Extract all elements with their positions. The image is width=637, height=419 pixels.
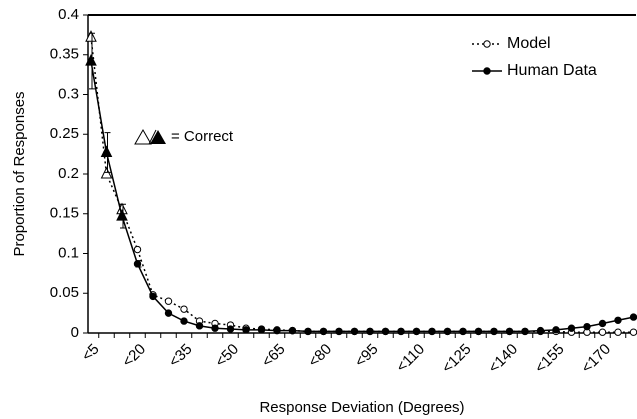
marker — [629, 313, 637, 321]
marker — [180, 305, 188, 313]
marker — [257, 326, 266, 334]
marker — [428, 327, 436, 336]
marker — [133, 245, 142, 254]
x-tick-label: <35 — [166, 341, 196, 371]
slash — [148, 129, 157, 145]
marker — [85, 30, 97, 42]
marker — [443, 327, 452, 336]
marker — [133, 260, 142, 268]
marker — [598, 319, 607, 328]
marker — [412, 327, 421, 336]
marker — [335, 327, 343, 336]
series-line — [90, 60, 634, 333]
x-tick-label: <5 — [79, 341, 103, 365]
marker — [521, 327, 529, 336]
marker — [164, 297, 173, 305]
y-tick-label: 0.3 — [58, 85, 79, 102]
marker — [116, 209, 128, 221]
marker — [583, 322, 591, 331]
marker — [629, 328, 637, 336]
marker — [474, 327, 483, 336]
x-tick-label: <20 — [119, 341, 149, 371]
marker — [350, 327, 359, 336]
marker — [164, 309, 173, 317]
y-tick-label: 0.05 — [50, 284, 79, 301]
marker — [100, 145, 113, 158]
marker — [614, 328, 622, 336]
marker — [100, 166, 113, 179]
marker — [180, 317, 188, 325]
marker — [242, 326, 250, 334]
x-tick-label: <155 — [532, 341, 568, 377]
marker — [319, 327, 328, 336]
marker — [567, 324, 576, 332]
marker — [505, 327, 514, 336]
x-tick-label: <95 — [352, 341, 382, 371]
legend-marker — [483, 67, 491, 75]
series-line — [90, 37, 634, 333]
marker — [397, 327, 405, 336]
y-tick-label: 0.25 — [50, 125, 79, 142]
legend-marker — [483, 40, 491, 48]
marker — [614, 316, 622, 324]
x-tick-label: <110 — [393, 341, 428, 376]
marker — [85, 53, 97, 66]
y-tick-label: 0.1 — [58, 244, 79, 261]
filled-triangle-icon — [150, 130, 166, 144]
marker — [304, 327, 312, 336]
marker — [536, 326, 545, 335]
marker — [552, 326, 560, 334]
marker — [273, 326, 281, 335]
marker — [149, 292, 157, 301]
y-tick-label: 0.35 — [50, 46, 79, 63]
marker — [490, 327, 498, 336]
marker — [598, 328, 607, 336]
marker — [366, 327, 374, 336]
x-tick-label: <65 — [259, 341, 289, 371]
y-axis-title: Proportion of Responses — [11, 91, 28, 256]
legend-label: Model — [507, 35, 551, 52]
y-tick-label: 0 — [71, 324, 79, 341]
x-tick-label: <125 — [439, 341, 475, 377]
marker — [459, 327, 467, 336]
y-tick-label: 0.2 — [58, 165, 79, 182]
legend-label: Human Data — [507, 62, 597, 79]
x-tick-label: <140 — [485, 341, 521, 377]
x-tick-label: <80 — [305, 341, 335, 371]
marker — [381, 327, 390, 336]
annotation: = Correct — [171, 128, 234, 145]
x-tick-label: <170 — [578, 341, 614, 377]
x-axis-title: Response Deviation (Degrees) — [259, 399, 464, 416]
y-tick-label: 0.4 — [58, 6, 79, 23]
marker — [288, 326, 297, 335]
marker — [195, 322, 204, 330]
y-tick-label: 0.15 — [50, 205, 79, 222]
open-triangle-icon — [134, 128, 152, 145]
x-tick-label: <50 — [212, 341, 242, 371]
marker — [211, 324, 219, 332]
marker — [226, 325, 235, 333]
